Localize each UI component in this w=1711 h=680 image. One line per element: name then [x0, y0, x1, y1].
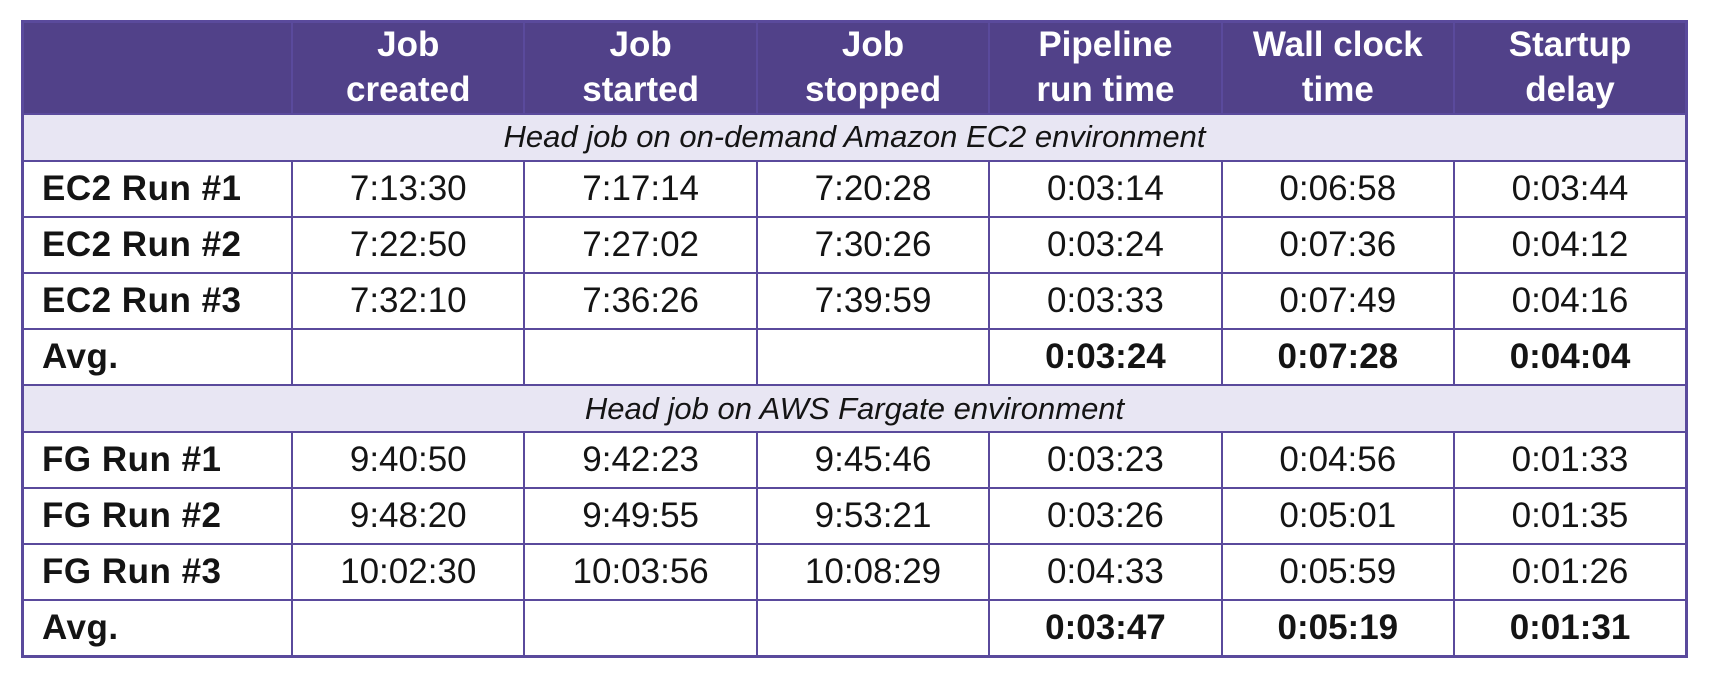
table-row-fg-run-3: FG Run #3 10:02:30 10:03:56 10:08:29 0:0… [21, 543, 1688, 602]
column-header-wall-clock-time: Wall clock time [1220, 20, 1456, 115]
cell-wall-clock-time: 0:05:01 [1220, 487, 1456, 546]
header-line: run time [1036, 69, 1175, 109]
cell-wall-clock-time: 0:07:28 [1220, 327, 1456, 386]
cell-job-stopped: 9:53:21 [755, 487, 991, 546]
section-title: Head job on AWS Fargate environment [21, 383, 1688, 434]
cell-job-started: 7:36:26 [523, 271, 758, 330]
cell-wall-clock-time: 0:06:58 [1220, 159, 1456, 218]
cell-pipeline-run-time: 0:03:33 [988, 271, 1223, 330]
row-label: FG Run #3 [21, 543, 294, 602]
corner-header-cell [21, 20, 294, 115]
table-row-ec2-run-2: EC2 Run #2 7:22:50 7:27:02 7:30:26 0:03:… [21, 215, 1688, 274]
header-line: Job [609, 25, 672, 64]
cell-startup-delay: 0:01:26 [1453, 543, 1688, 602]
header-line: stopped [804, 69, 942, 109]
cell-wall-clock-time: 0:07:36 [1220, 215, 1456, 274]
benchmark-table-wrap: Job created Job started Job stopped Pipe… [21, 20, 1688, 658]
cell-startup-delay: 0:04:04 [1453, 327, 1688, 386]
cell-job-started: 10:03:56 [523, 543, 758, 602]
table-row-ec2-avg: Avg. 0:03:24 0:07:28 0:04:04 [21, 327, 1688, 386]
cell-startup-delay: 0:04:16 [1453, 271, 1688, 330]
cell-wall-clock-time: 0:05:59 [1220, 543, 1456, 602]
cell-job-stopped: 7:30:26 [755, 215, 991, 274]
table-header-row: Job created Job started Job stopped Pipe… [21, 20, 1688, 115]
cell-pipeline-run-time: 0:03:26 [988, 487, 1223, 546]
row-label: FG Run #2 [21, 487, 294, 546]
cell-pipeline-run-time: 0:04:33 [988, 543, 1223, 602]
cell-job-stopped: 7:39:59 [755, 271, 991, 330]
row-label: Avg. [21, 327, 294, 386]
cell-wall-clock-time: 0:07:49 [1220, 271, 1456, 330]
table-row-fg-run-1: FG Run #1 9:40:50 9:42:23 9:45:46 0:03:2… [21, 431, 1688, 490]
header-line: Job [841, 25, 905, 64]
cell-job-created: 9:48:20 [291, 487, 526, 546]
header-line: Wall clock [1252, 25, 1423, 64]
cell-job-started: 7:27:02 [523, 215, 758, 274]
cell-job-created: 7:32:10 [291, 271, 526, 330]
header-line: Job [377, 25, 440, 64]
cell-job-stopped: 7:20:28 [755, 159, 991, 218]
cell-job-created: 10:02:30 [291, 543, 526, 602]
section-title: Head job on on-demand Amazon EC2 environ… [21, 112, 1688, 162]
cell-job-started [523, 327, 758, 386]
row-label: EC2 Run #2 [21, 215, 294, 274]
cell-job-created: 7:22:50 [291, 215, 526, 274]
column-header-pipeline-run-time: Pipeline run time [988, 20, 1223, 115]
column-header-job-stopped: Job stopped [755, 20, 991, 115]
cell-job-stopped: 10:08:29 [755, 543, 991, 602]
cell-job-started: 9:49:55 [523, 487, 758, 546]
row-label: FG Run #1 [21, 431, 294, 490]
header-line: started [582, 69, 699, 109]
table-row-ec2-run-1: EC2 Run #1 7:13:30 7:17:14 7:20:28 0:03:… [21, 159, 1688, 218]
section-header-fargate: Head job on AWS Fargate environment [21, 383, 1688, 434]
cell-job-started [523, 599, 758, 658]
cell-pipeline-run-time: 0:03:24 [988, 327, 1223, 386]
benchmark-table: Job created Job started Job stopped Pipe… [21, 20, 1688, 658]
cell-pipeline-run-time: 0:03:47 [988, 599, 1223, 658]
header-line: created [345, 69, 471, 109]
table-row-fg-run-2: FG Run #2 9:48:20 9:49:55 9:53:21 0:03:2… [21, 487, 1688, 546]
column-header-job-started: Job started [523, 20, 758, 115]
cell-job-stopped [755, 599, 991, 658]
row-label: EC2 Run #3 [21, 271, 294, 330]
row-label: Avg. [21, 599, 294, 658]
header-line: Startup [1508, 25, 1632, 64]
cell-job-created: 7:13:30 [291, 159, 526, 218]
cell-job-started: 9:42:23 [523, 431, 758, 490]
cell-startup-delay: 0:01:33 [1453, 431, 1688, 490]
header-line: Pipeline [1038, 25, 1173, 64]
cell-startup-delay: 0:04:12 [1453, 215, 1688, 274]
cell-job-stopped [755, 327, 991, 386]
cell-wall-clock-time: 0:04:56 [1220, 431, 1456, 490]
section-header-ec2: Head job on on-demand Amazon EC2 environ… [21, 112, 1688, 162]
cell-startup-delay: 0:03:44 [1453, 159, 1688, 218]
row-label: EC2 Run #1 [21, 159, 294, 218]
cell-job-stopped: 9:45:46 [755, 431, 991, 490]
cell-pipeline-run-time: 0:03:24 [988, 215, 1223, 274]
column-header-startup-delay: Startup delay [1453, 20, 1688, 115]
cell-startup-delay: 0:01:31 [1453, 599, 1688, 658]
cell-job-created [291, 599, 526, 658]
cell-job-started: 7:17:14 [523, 159, 758, 218]
header-line: time [1301, 69, 1374, 109]
cell-startup-delay: 0:01:35 [1453, 487, 1688, 546]
table-row-ec2-run-3: EC2 Run #3 7:32:10 7:36:26 7:39:59 0:03:… [21, 271, 1688, 330]
cell-wall-clock-time: 0:05:19 [1220, 599, 1456, 658]
table-row-fg-avg: Avg. 0:03:47 0:05:19 0:01:31 [21, 599, 1688, 658]
cell-pipeline-run-time: 0:03:14 [988, 159, 1223, 218]
cell-job-created: 9:40:50 [291, 431, 526, 490]
column-header-job-created: Job created [291, 20, 526, 115]
cell-job-created [291, 327, 526, 386]
cell-pipeline-run-time: 0:03:23 [988, 431, 1223, 490]
header-line: delay [1525, 69, 1615, 109]
